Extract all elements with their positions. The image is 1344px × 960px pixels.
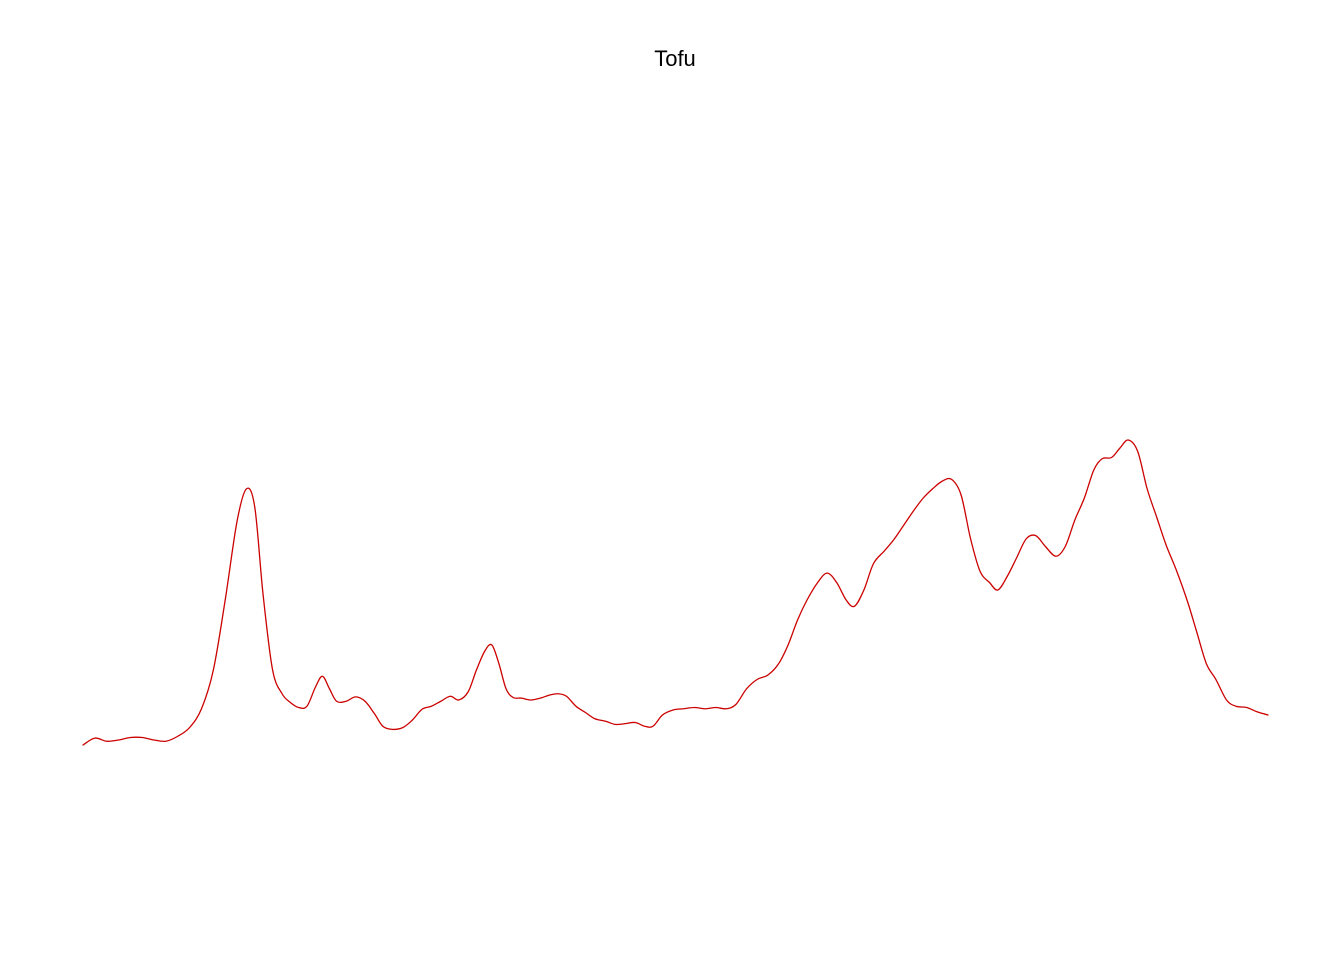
plot-area — [82, 439, 1269, 746]
chart-title: Tofu — [654, 46, 696, 71]
series-line-0 — [82, 439, 1269, 746]
